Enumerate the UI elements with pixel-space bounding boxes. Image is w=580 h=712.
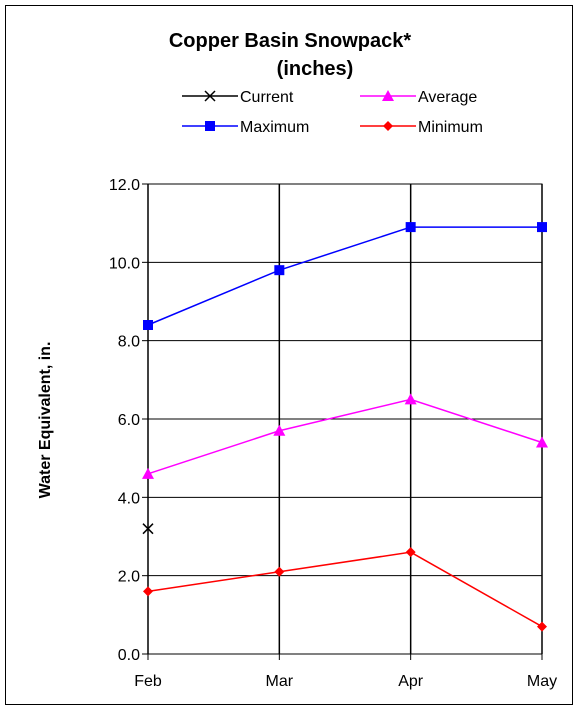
series-line-average	[147, 398, 543, 475]
y-axis-label: Water Equivalent, in.	[37, 342, 54, 499]
series-line-minimum	[147, 551, 543, 628]
data-point-average	[273, 424, 286, 436]
legend-marker-minimum	[383, 121, 393, 131]
x-tick-label: Feb	[134, 673, 162, 690]
legend-label-average: Average	[418, 89, 477, 106]
y-tick-label: 12.0	[109, 177, 140, 194]
chart-subtitle: (inches)	[277, 58, 354, 80]
x-marker-stroke	[204, 90, 216, 102]
legend-item-current: Current	[182, 89, 294, 106]
data-point-minimum	[537, 621, 547, 632]
y-tick-label: 2.0	[118, 569, 140, 586]
data-point-minimum	[143, 586, 153, 597]
y-tick-label: 10.0	[109, 255, 140, 272]
data-point-minimum	[274, 566, 285, 577]
legend-label-current: Current	[240, 89, 294, 106]
chart-title: Copper Basin Snowpack*	[169, 30, 411, 52]
y-tick-label: 6.0	[118, 412, 140, 429]
legend-label-maximum: Maximum	[240, 119, 309, 136]
y-tick-label: 8.0	[118, 334, 140, 351]
data-point-current	[142, 523, 154, 535]
legend-marker-average	[382, 90, 394, 101]
legend-marker-maximum	[205, 121, 215, 131]
x-tick-label: Mar	[266, 673, 294, 690]
data-point-maximum	[143, 320, 153, 330]
data-point-average	[536, 436, 548, 448]
x-marker-stroke	[142, 523, 154, 535]
legend-item-average: Average	[360, 89, 477, 106]
legend-label-minimum: Minimum	[418, 119, 483, 136]
x-tick-label: Apr	[398, 673, 424, 690]
data-point-maximum	[405, 222, 416, 233]
data-point-average	[404, 393, 417, 405]
y-tick-label: 4.0	[118, 490, 140, 507]
legend-item-maximum: Maximum	[182, 119, 309, 136]
legend-item-minimum: Minimum	[360, 119, 483, 136]
data-point-maximum	[537, 222, 547, 233]
legend: Current Average Maximum Minimum	[182, 89, 483, 136]
plot-area: 0.0 2.0 4.0 6.0 8.0 10.0 12.0 Feb Mar Apr May	[109, 177, 557, 690]
data-point-minimum	[405, 547, 416, 558]
legend-marker-current	[204, 90, 216, 102]
x-tick-label: May	[527, 673, 557, 690]
y-tick-label: 0.0	[118, 647, 140, 664]
series-line-maximum	[147, 226, 542, 326]
data-point-average	[142, 467, 154, 479]
data-point-maximum	[274, 265, 285, 276]
